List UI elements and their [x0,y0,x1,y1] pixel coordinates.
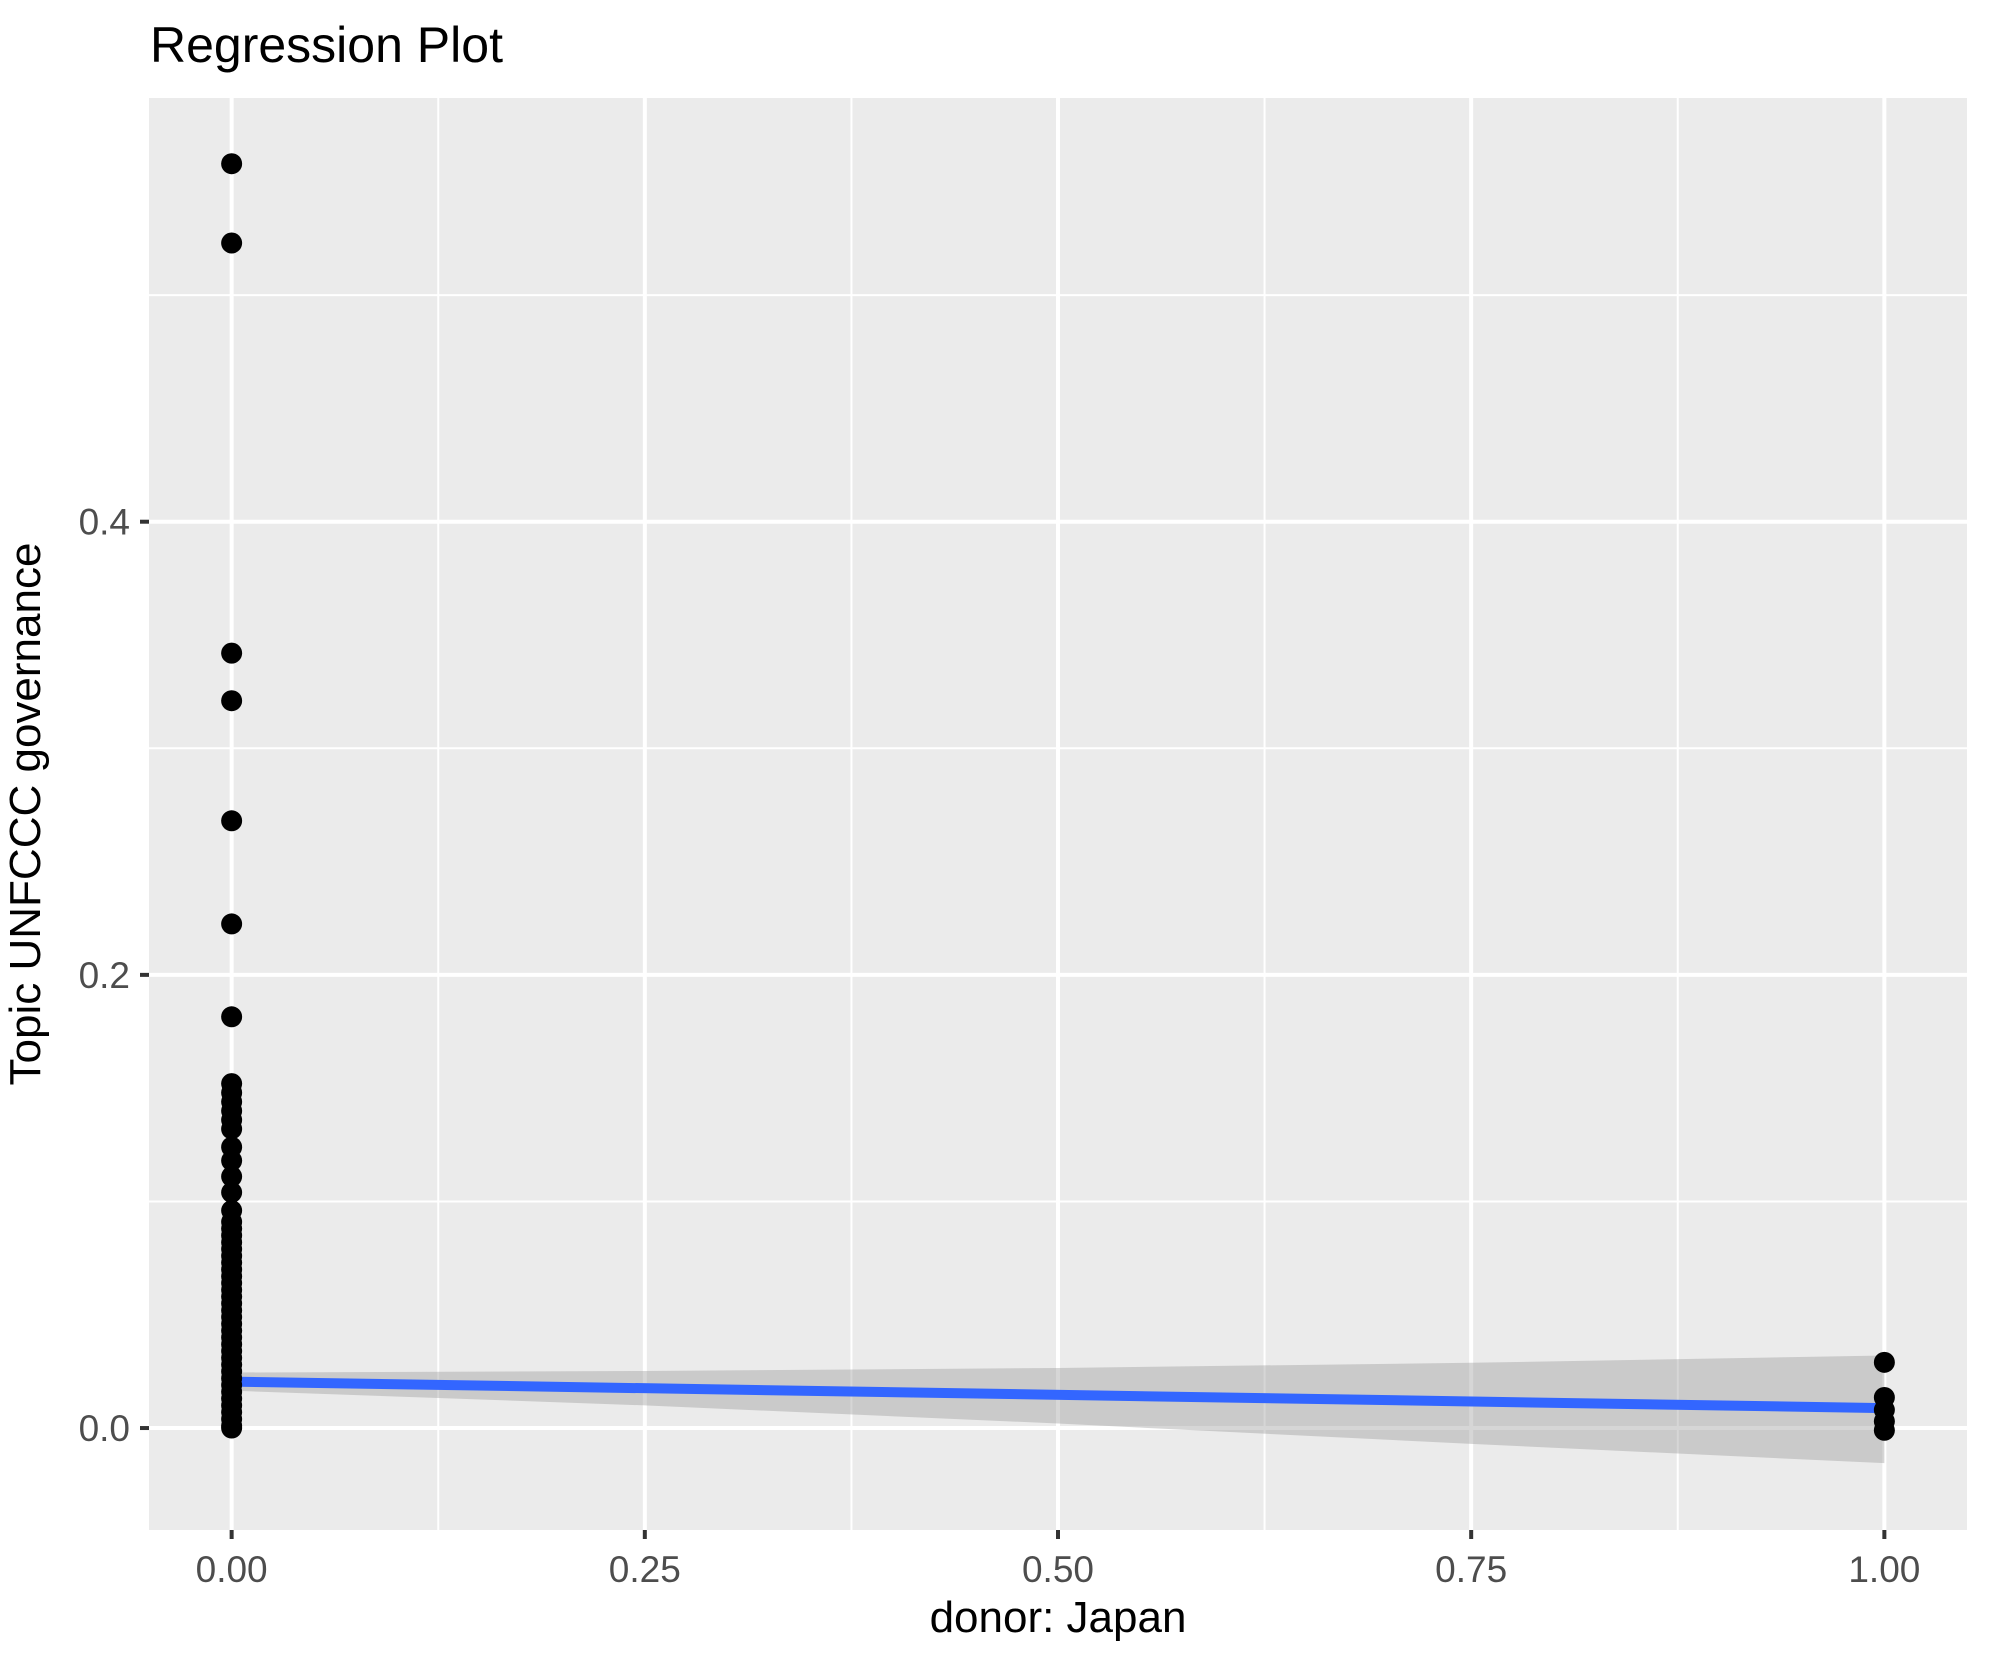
x-tick-label: 0.00 [196,1549,268,1590]
data-point [1873,1419,1895,1441]
confidence-band-layer [231,1355,1885,1464]
data-point [221,1166,243,1188]
axis-tick-labels: 0.00 0.25 0.50 0.75 1.00 0.0 0.2 0.4 [79,502,1921,1590]
x-axis-title: donor: Japan [930,1593,1187,1642]
data-point [221,232,243,254]
data-point [221,1118,243,1140]
x-tick-label: 0.75 [1435,1549,1507,1590]
y-tick-label: 0.0 [79,1408,130,1449]
data-point [221,642,243,664]
data-point [221,1150,243,1172]
y-tick-label: 0.4 [79,502,130,543]
data-point [221,1181,243,1203]
data-point [221,810,243,832]
data-point [221,690,243,712]
major-gridlines [149,98,1967,1530]
plot-title: Regression Plot [150,17,503,73]
data-point [221,153,243,175]
regression-line-layer [231,1376,1885,1414]
x-tick-label: 0.25 [609,1549,681,1590]
regression-line [231,1376,1885,1414]
confidence-band [231,1355,1885,1464]
axis-tick-marks [140,519,1887,1539]
x-tick-label: 0.50 [1022,1549,1094,1590]
data-point [221,913,243,935]
data-point [221,1006,243,1028]
y-tick-label: 0.2 [79,955,130,996]
data-point [1873,1351,1895,1373]
data-point [221,1417,243,1439]
x-tick-label: 1.00 [1848,1549,1920,1590]
y-axis-title: Topic UNFCCC governance [1,543,50,1086]
scatter-points-layer [221,153,1895,1441]
